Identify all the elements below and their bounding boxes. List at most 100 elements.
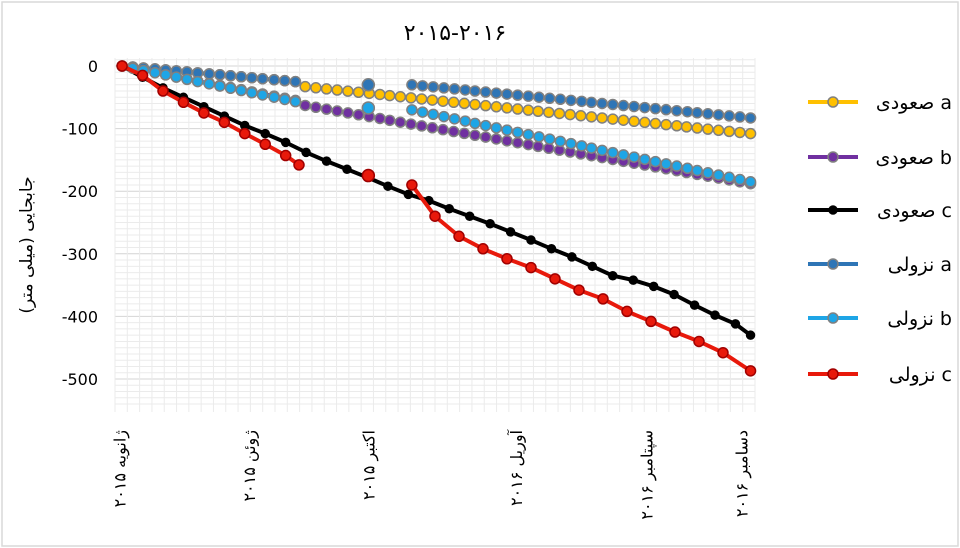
- series-1-point: [331, 84, 343, 96]
- series-1-point: [543, 106, 555, 119]
- x-ticks: ژانویه ۲۰۱۵ ژوئن ۲۰۱۵ اکتبر ۲۰۱۵ آوریل ۲۰۱۶…: [110, 428, 752, 519]
- series-5-point: [159, 69, 172, 81]
- series-4-point: [361, 78, 376, 92]
- series-6-point: [259, 138, 271, 150]
- series-1-point: [691, 122, 703, 134]
- series-5-point: [565, 137, 577, 150]
- series-1-point: [437, 95, 449, 107]
- series-4-point: [649, 102, 662, 115]
- series-5-point: [490, 122, 503, 134]
- series-4-point: [723, 110, 735, 122]
- series-4-point: [279, 74, 291, 87]
- series-4-point: [628, 100, 640, 113]
- series-3-point: [260, 128, 270, 139]
- series-2-point: [405, 118, 417, 130]
- series-6-point: [157, 85, 169, 97]
- series-4-point: [543, 92, 556, 105]
- series-5-point: [607, 146, 619, 159]
- series-4-point: [617, 99, 630, 112]
- series-6-point: [177, 96, 190, 109]
- series-1-point: [723, 125, 735, 138]
- series-4-point: [575, 95, 588, 108]
- x-tick-label: آوریل ۲۰۱۶: [507, 428, 527, 505]
- series-1-point: [607, 113, 619, 125]
- series-6-point: [525, 261, 537, 274]
- series-4-point: [427, 81, 439, 93]
- series-4-point: [639, 101, 651, 114]
- y-tick-label: -300: [62, 245, 98, 264]
- series-1-point: [649, 117, 662, 130]
- series-2-point: [543, 142, 555, 155]
- series-3-point: [628, 275, 638, 285]
- series-5-point: [543, 133, 556, 145]
- series-5-point: [702, 167, 714, 179]
- series-5-point: [681, 162, 694, 175]
- series-4-point: [671, 104, 683, 117]
- series-3-point: [301, 147, 311, 158]
- series-4-point: [734, 111, 746, 123]
- y-tick-label: -400: [62, 307, 98, 326]
- series-5-point: [214, 80, 226, 92]
- series-1-point: [320, 83, 333, 95]
- series-2-point: [374, 112, 386, 125]
- series-3-point: [730, 319, 741, 329]
- x-tick-label: سپتامبر ۲۰۱۶: [638, 430, 658, 520]
- series-2-point: [479, 131, 492, 143]
- series-3-point: [608, 270, 618, 281]
- y-tick-label: -200: [62, 182, 98, 201]
- series-2-point: [532, 140, 544, 153]
- series-3-point: [689, 300, 700, 310]
- series-3-point: [587, 261, 598, 272]
- series-5-point: [469, 117, 481, 130]
- series-3-point: [710, 310, 720, 320]
- series-2-point: [437, 123, 449, 136]
- series-2-point: [320, 103, 333, 115]
- series-5-point: [246, 87, 258, 99]
- series-5-point: [671, 160, 683, 172]
- series-3-point: [342, 164, 352, 175]
- legend-item-6-label: نزولی c: [889, 364, 952, 386]
- series-5-point: [575, 140, 588, 152]
- series-1-point: [342, 85, 354, 97]
- series-1-point: [575, 109, 587, 122]
- series-3-point: [485, 219, 495, 229]
- series-3-point: [648, 281, 659, 292]
- series-5-point: [279, 93, 291, 106]
- series-3-point: [505, 227, 516, 237]
- series-1-point: [426, 94, 439, 106]
- series-6-point: [744, 365, 757, 377]
- series-1-point: [744, 127, 757, 140]
- series-6-point: [239, 127, 251, 140]
- series-2-point: [469, 129, 481, 141]
- series-4-point: [469, 85, 481, 97]
- series-5-point: [744, 176, 757, 188]
- series-5-point: [170, 71, 183, 83]
- series-4-point: [203, 68, 215, 80]
- series-6-point: [136, 69, 149, 82]
- y-tick-label: 0: [88, 57, 98, 76]
- legend-item-6-swatch-marker: [827, 368, 839, 380]
- series-4-point: [224, 70, 237, 82]
- series-4-point: [585, 96, 598, 109]
- chart-title: ۲۰۱۵-۲۰۱۶: [404, 21, 506, 46]
- series-3-point: [464, 211, 475, 221]
- series-6-point: [573, 284, 585, 296]
- series-4-point: [702, 108, 714, 120]
- series-1-point: [522, 104, 535, 116]
- series-1-point: [734, 126, 746, 139]
- series-2-point: [299, 99, 311, 112]
- series-5-point: [427, 108, 439, 121]
- legend-item-4-label: نزولی a: [888, 254, 952, 276]
- series-2-point: [501, 135, 513, 147]
- series-2-point: [352, 109, 365, 121]
- series-6-point: [453, 230, 465, 243]
- series-5-point: [723, 171, 735, 184]
- series-4-point: [511, 89, 524, 101]
- series-1-point: [394, 90, 407, 103]
- series-1-point: [479, 99, 492, 112]
- series-5-point: [235, 84, 247, 97]
- series-2-point: [331, 105, 343, 117]
- series-1-point: [702, 123, 714, 135]
- y-tick-label: -500: [62, 370, 98, 389]
